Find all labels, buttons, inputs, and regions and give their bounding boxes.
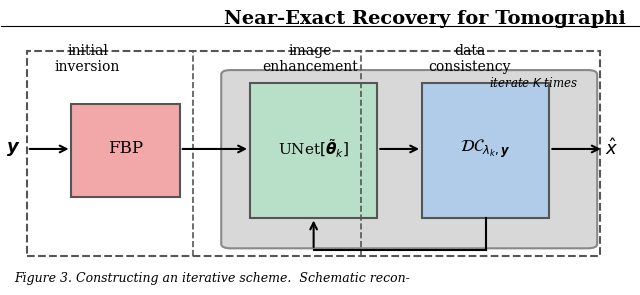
Text: $\boldsymbol{y}$: $\boldsymbol{y}$ <box>6 140 20 158</box>
Text: Figure 3. Constructing an iterative scheme.  Schematic recon-: Figure 3. Constructing an iterative sche… <box>14 272 410 285</box>
FancyBboxPatch shape <box>72 104 180 197</box>
FancyBboxPatch shape <box>422 83 549 218</box>
Text: $\hat{x}$: $\hat{x}$ <box>605 139 618 159</box>
Text: initial
inversion: initial inversion <box>55 44 120 74</box>
Text: FBP: FBP <box>108 140 143 158</box>
FancyBboxPatch shape <box>250 83 378 218</box>
Text: $\mathcal{DC}_{\lambda_k,\boldsymbol{y}}$: $\mathcal{DC}_{\lambda_k,\boldsymbol{y}}… <box>460 138 511 160</box>
Text: Near-Exact Recovery for Tomographi: Near-Exact Recovery for Tomographi <box>224 10 626 28</box>
FancyBboxPatch shape <box>221 70 597 248</box>
Text: data
consistency: data consistency <box>429 44 511 74</box>
Text: iterate $K$ times: iterate $K$ times <box>489 76 578 90</box>
Text: UNet$[\tilde{\boldsymbol{\theta}}_k]$: UNet$[\tilde{\boldsymbol{\theta}}_k]$ <box>278 138 349 160</box>
Text: image
enhancement: image enhancement <box>262 44 358 74</box>
